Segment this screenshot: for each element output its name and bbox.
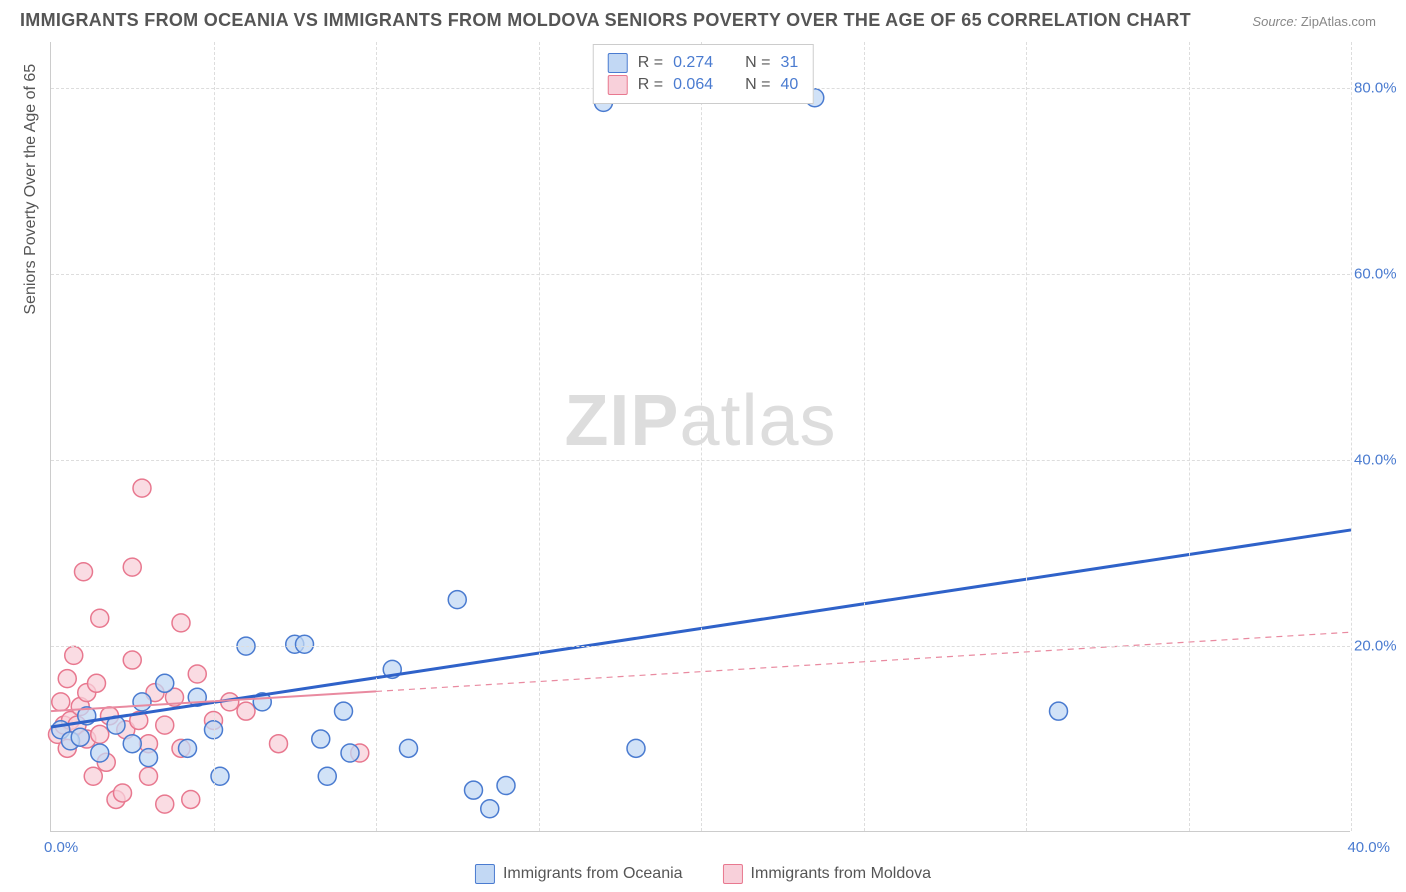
data-point bbox=[114, 784, 132, 802]
legend-item-moldova: Immigrants from Moldova bbox=[723, 864, 932, 884]
data-point bbox=[179, 739, 197, 757]
chart-title: IMMIGRANTS FROM OCEANIA VS IMMIGRANTS FR… bbox=[20, 10, 1191, 31]
legend-row-moldova: R = 0.064 N = 40 bbox=[608, 75, 799, 95]
series-legend: Immigrants from Oceania Immigrants from … bbox=[475, 864, 931, 884]
data-point bbox=[400, 739, 418, 757]
gridline-v bbox=[539, 42, 540, 831]
r-label: R = bbox=[638, 76, 663, 94]
data-point bbox=[172, 614, 190, 632]
r-label: R = bbox=[638, 54, 663, 72]
data-point bbox=[52, 693, 70, 711]
data-point bbox=[312, 730, 330, 748]
data-point bbox=[318, 767, 336, 785]
data-point bbox=[91, 744, 109, 762]
gridline-v bbox=[701, 42, 702, 831]
data-point bbox=[465, 781, 483, 799]
data-point bbox=[84, 767, 102, 785]
data-point bbox=[296, 635, 314, 653]
data-point bbox=[627, 739, 645, 757]
swatch-icon bbox=[608, 53, 628, 73]
x-axis-max-tick: 40.0% bbox=[1347, 839, 1390, 856]
data-point bbox=[156, 674, 174, 692]
data-point bbox=[1050, 702, 1068, 720]
gridline-v bbox=[1026, 42, 1027, 831]
data-point bbox=[341, 744, 359, 762]
legend-row-oceania: R = 0.274 N = 31 bbox=[608, 53, 799, 73]
data-point bbox=[123, 558, 141, 576]
gridline-v bbox=[376, 42, 377, 831]
data-point bbox=[65, 646, 83, 664]
data-point bbox=[270, 735, 288, 753]
data-point bbox=[497, 777, 515, 795]
data-point bbox=[237, 702, 255, 720]
data-point bbox=[156, 795, 174, 813]
source-citation: Source: ZipAtlas.com bbox=[1252, 14, 1376, 29]
gridline-v bbox=[1189, 42, 1190, 831]
data-point bbox=[58, 670, 76, 688]
legend-item-oceania: Immigrants from Oceania bbox=[475, 864, 683, 884]
data-point bbox=[448, 591, 466, 609]
data-point bbox=[91, 725, 109, 743]
data-point bbox=[123, 735, 141, 753]
y-axis-tick: 80.0% bbox=[1354, 80, 1406, 97]
n-value: 31 bbox=[780, 54, 798, 72]
data-point bbox=[133, 479, 151, 497]
y-axis-tick: 40.0% bbox=[1354, 452, 1406, 469]
data-point bbox=[123, 651, 141, 669]
legend-label: Immigrants from Oceania bbox=[503, 865, 683, 883]
data-point bbox=[156, 716, 174, 734]
x-axis-origin-tick: 0.0% bbox=[44, 839, 78, 856]
r-value: 0.064 bbox=[673, 76, 713, 94]
y-axis-tick: 60.0% bbox=[1354, 266, 1406, 283]
data-point bbox=[88, 674, 106, 692]
n-label: N = bbox=[745, 54, 770, 72]
data-point bbox=[140, 749, 158, 767]
source-value: ZipAtlas.com bbox=[1301, 14, 1376, 29]
source-label: Source: bbox=[1252, 14, 1297, 29]
data-point bbox=[75, 563, 93, 581]
correlation-legend: R = 0.274 N = 31 R = 0.064 N = 40 bbox=[593, 44, 814, 104]
n-label: N = bbox=[745, 76, 770, 94]
swatch-icon bbox=[608, 75, 628, 95]
data-point bbox=[188, 665, 206, 683]
y-axis-tick: 20.0% bbox=[1354, 638, 1406, 655]
data-point bbox=[133, 693, 151, 711]
data-point bbox=[335, 702, 353, 720]
gridline-v bbox=[864, 42, 865, 831]
r-value: 0.274 bbox=[673, 54, 713, 72]
gridline-v bbox=[1351, 42, 1352, 831]
data-point bbox=[182, 790, 200, 808]
y-axis-label: Seniors Poverty Over the Age of 65 bbox=[22, 64, 40, 315]
swatch-icon bbox=[723, 864, 743, 884]
legend-label: Immigrants from Moldova bbox=[751, 865, 932, 883]
data-point bbox=[140, 767, 158, 785]
data-point bbox=[481, 800, 499, 818]
n-value: 40 bbox=[780, 76, 798, 94]
chart-plot-area: ZIPatlas 20.0%40.0%60.0%80.0% bbox=[50, 42, 1350, 832]
swatch-icon bbox=[475, 864, 495, 884]
gridline-v bbox=[214, 42, 215, 831]
data-point bbox=[71, 728, 89, 746]
data-point bbox=[91, 609, 109, 627]
